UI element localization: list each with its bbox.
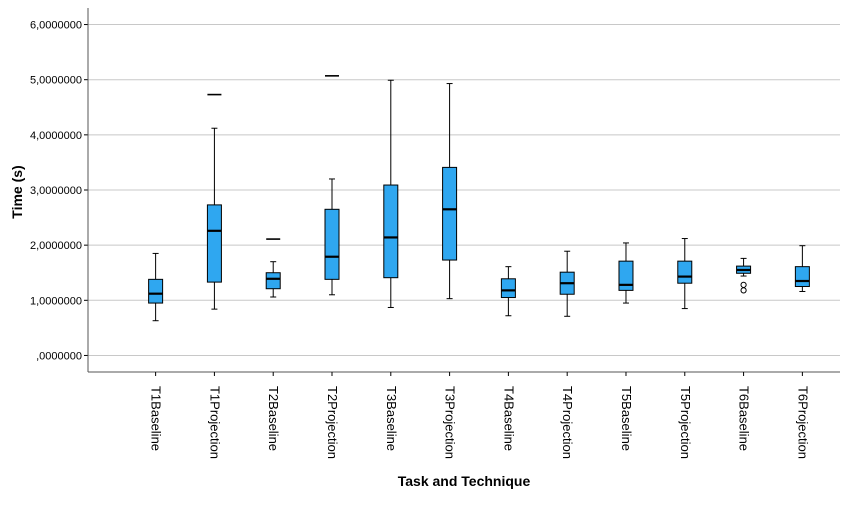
gridlines (88, 24, 840, 356)
x-category-label: T2Baseline (266, 386, 281, 451)
iqr-box (677, 260, 693, 284)
iqr-box (618, 260, 634, 291)
box-T6Baseline (736, 257, 752, 294)
x-category-label: T2Projection (325, 386, 340, 459)
iqr-box (794, 266, 810, 288)
box-T5Baseline (618, 242, 634, 304)
y-tick-label: 1,0000000 (30, 295, 82, 307)
x-category-label: T6Baseline (737, 386, 752, 451)
axes (87, 8, 840, 373)
y-tick-label: ,0000000 (36, 350, 82, 362)
x-category-labels: T1Baseline T1Projection T2Baseline T2Projec… (149, 372, 810, 459)
x-category-label: T1Baseline (149, 386, 164, 451)
x-category-label: T5Baseline (619, 386, 634, 451)
boxes (148, 75, 810, 322)
x-category-label: T3Baseline (384, 386, 399, 451)
y-tick-label: 5,0000000 (30, 75, 82, 87)
iqr-box (265, 272, 281, 290)
x-category-label: T6Projection (795, 386, 810, 459)
y-axis-title: Time (s) (9, 165, 25, 218)
x-axis-title: Task and Technique (398, 473, 531, 489)
outlier-point (740, 281, 747, 288)
box-T6Projection (794, 245, 810, 292)
outlier-point (740, 287, 747, 294)
x-category-label: T3Projection (443, 386, 458, 459)
iqr-box (500, 278, 516, 299)
box-T5Projection (677, 238, 693, 310)
box-T3Baseline (383, 79, 399, 308)
y-tick-label: 6,0000000 (30, 20, 82, 32)
x-category-label: T4Projection (560, 386, 575, 459)
box-T2Projection (324, 75, 340, 296)
y-tick-label: 2,0000000 (30, 240, 82, 252)
box-T3Projection (442, 83, 458, 300)
x-category-label: T5Projection (678, 386, 693, 459)
iqr-box (324, 208, 340, 280)
x-category-label: T1Projection (207, 386, 222, 459)
iqr-box (206, 204, 222, 283)
iqr-box (442, 166, 458, 261)
iqr-box (148, 278, 164, 304)
y-tick-label: 4,0000000 (30, 130, 82, 142)
box-T1Baseline (148, 252, 164, 322)
x-category-label: T4Baseline (501, 386, 516, 451)
box-T4Projection (559, 250, 575, 317)
y-tick-label: 3,0000000 (30, 185, 82, 197)
y-tick-labels: ,0000000 1,0000000 2,0000000 3,0000000 4,000… (30, 20, 88, 362)
box-T4Baseline (500, 266, 516, 317)
iqr-box (383, 184, 399, 279)
box-T1Projection (206, 93, 222, 310)
box-T2Baseline (265, 238, 281, 298)
